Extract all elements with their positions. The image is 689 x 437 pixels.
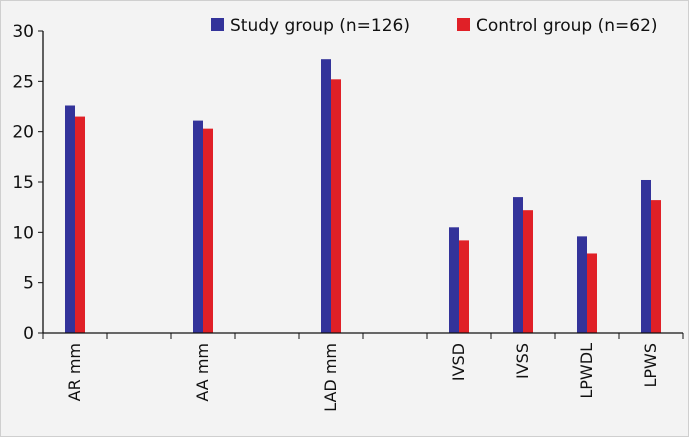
y-tick-label: 5	[23, 274, 34, 294]
bar-control-group	[523, 210, 533, 333]
x-category-label: AR mm	[65, 343, 84, 401]
x-category-label: LPWDL	[577, 343, 596, 399]
bars	[65, 59, 661, 334]
y-tick-label: 0	[23, 324, 34, 344]
legend-swatch-control	[457, 18, 470, 31]
x-axis-ticks: AR mm AA mm LAD mm IVSD IVSS LPWDL LPWS	[42, 333, 684, 412]
legend: Study group (n=126) Control group (n=62)	[211, 16, 658, 36]
x-category-label: LPWS	[641, 343, 660, 388]
y-tick-label: 20	[12, 123, 34, 143]
bar-study-group	[513, 197, 523, 333]
bar-control-group	[459, 240, 469, 333]
bar-study-group	[65, 105, 75, 333]
bar-control-group	[651, 200, 661, 333]
bar-control-group	[331, 79, 341, 333]
x-category-label: AA mm	[193, 343, 212, 402]
axes	[42, 31, 683, 334]
legend-swatch-study	[211, 18, 224, 31]
legend-label-study: Study group (n=126)	[230, 16, 410, 36]
bar-control-group	[587, 253, 597, 333]
legend-label-control: Control group (n=62)	[476, 16, 658, 36]
bar-study-group	[449, 227, 459, 333]
bar-study-group	[577, 236, 587, 333]
bar-control-group	[203, 128, 213, 333]
y-tick-label: 15	[12, 173, 34, 193]
y-tick-label: 10	[12, 223, 34, 243]
bar-study-group	[641, 179, 651, 333]
x-category-label: LAD mm	[321, 343, 340, 412]
y-tick-label: 25	[12, 72, 34, 92]
x-category-label: IVSS	[513, 343, 532, 379]
bar-study-group	[193, 120, 203, 334]
y-tick-label: 30	[12, 22, 34, 42]
bar-study-group	[321, 59, 331, 333]
bar-control-group	[75, 116, 85, 333]
x-category-label: IVSD	[449, 343, 468, 381]
y-axis-ticks: 0 5 10 15 20 25 30	[12, 22, 43, 344]
